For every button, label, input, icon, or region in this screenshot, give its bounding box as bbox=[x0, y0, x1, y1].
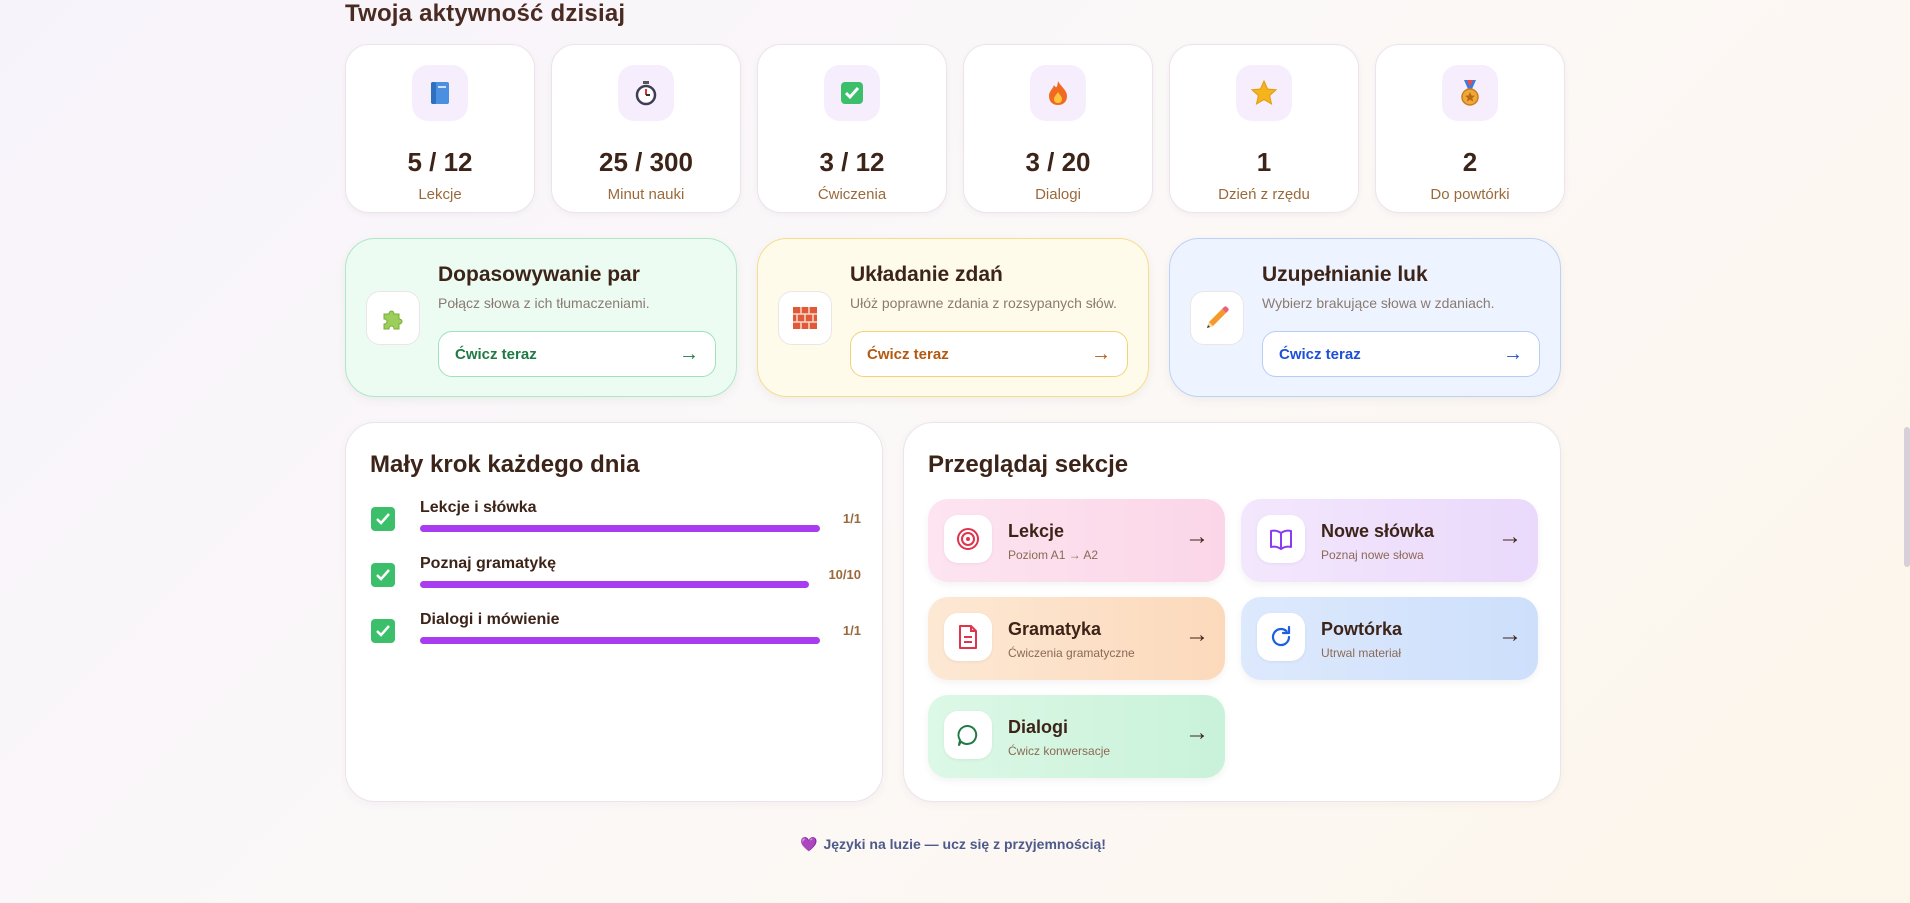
section-title: Lekcje bbox=[1008, 521, 1065, 541]
pencil-icon bbox=[1190, 291, 1244, 345]
checkbox-checked-icon bbox=[371, 507, 395, 531]
practice-now-button[interactable]: Ćwicz teraz → bbox=[1262, 331, 1540, 377]
exercise-description: Ułóż poprawne zdania z rozsypanych słów. bbox=[850, 295, 1117, 311]
stat-label: Minut nauki bbox=[607, 186, 685, 203]
exercise-card-gaps: Uzupełnianie luk Wybierz brakujące słowa… bbox=[1169, 238, 1561, 397]
goal-progress-bar bbox=[420, 637, 820, 644]
section-title: Powtórka bbox=[1321, 619, 1403, 639]
section-title: Dialogi bbox=[1008, 717, 1069, 737]
checkbox-checked-icon bbox=[371, 563, 395, 587]
bricks-icon bbox=[778, 291, 832, 345]
exercise-description: Połącz słowa z ich tłumaczeniami. bbox=[438, 295, 650, 311]
section-title: Nowe słówka bbox=[1321, 521, 1435, 541]
checkbox-checked-icon bbox=[371, 619, 395, 643]
section-subtitle: Ćwiczenia gramatyczne bbox=[1008, 646, 1135, 660]
exercise-cards: Dopasowywanie par Połącz słowa z ich tłu… bbox=[345, 238, 1561, 397]
goal-label: Lekcje i słówka bbox=[420, 499, 537, 516]
goal-label: Dialogi i mówienie bbox=[420, 611, 560, 628]
section-subtitle: Poziom A1 → A2 bbox=[1008, 548, 1099, 562]
footer: 💜 Języki na luzie — ucz się z przyjemnośc… bbox=[345, 836, 1561, 853]
section-card-grammar[interactable]: Gramatyka Ćwiczenia gramatyczne → bbox=[928, 597, 1225, 680]
stats-row: 5 / 12 Lekcje 25 / 300 Minut nauki 3 / 1… bbox=[345, 44, 1565, 213]
practice-now-button[interactable]: Ćwicz teraz → bbox=[438, 331, 716, 377]
section-card-lessons[interactable]: Lekcje Poziom A1 → A2 → bbox=[928, 499, 1225, 582]
exercise-title: Uzupełnianie luk bbox=[1262, 263, 1428, 286]
arrow-right-icon: → bbox=[1498, 621, 1522, 648]
heart-icon: 💜 bbox=[800, 836, 818, 852]
stat-value: 5 / 12 bbox=[407, 147, 473, 177]
goal-progress-fill bbox=[420, 637, 820, 644]
chat-bubble-icon bbox=[944, 711, 992, 759]
section-card-new-words[interactable]: Nowe słówka Poznaj nowe słowa → bbox=[1241, 499, 1538, 582]
goal-progress-bar bbox=[420, 581, 809, 588]
stat-label: Dialogi bbox=[1035, 186, 1081, 203]
section-card-dialogues[interactable]: Dialogi Ćwicz konwersacje → bbox=[928, 695, 1225, 778]
refresh-icon bbox=[1257, 613, 1305, 661]
stat-card-exercises: 3 / 12 Ćwiczenia bbox=[757, 44, 947, 213]
button-label: Ćwicz teraz bbox=[455, 345, 537, 363]
stopwatch-icon bbox=[618, 65, 674, 121]
exercise-title: Dopasowywanie par bbox=[438, 263, 640, 286]
stat-card-minutes: 25 / 300 Minut nauki bbox=[551, 44, 741, 213]
sections-title: Przeglądaj sekcje bbox=[928, 451, 1129, 478]
stat-label: Do powtórki bbox=[1430, 186, 1510, 203]
stat-label: Ćwiczenia bbox=[817, 186, 887, 203]
section-card-review[interactable]: Powtórka Utrwal materiał → bbox=[1241, 597, 1538, 680]
fire-icon bbox=[1030, 65, 1086, 121]
stat-card-streak: 1 Dzień z rzędu bbox=[1169, 44, 1359, 213]
stat-label: Dzień z rzędu bbox=[1218, 186, 1310, 203]
goal-item: Poznaj gramatykę 10/10 bbox=[371, 555, 861, 595]
exercise-card-sentences: Układanie zdań Ułóż poprawne zdania z ro… bbox=[757, 238, 1149, 397]
section-title: Gramatyka bbox=[1008, 619, 1102, 639]
stat-value: 3 / 12 bbox=[819, 147, 885, 177]
stat-card-review: 2 Do powtórki bbox=[1375, 44, 1565, 213]
scrollbar-thumb[interactable] bbox=[1904, 427, 1910, 567]
goal-count: 10/10 bbox=[828, 567, 861, 582]
open-book-icon bbox=[1257, 515, 1305, 563]
puzzle-icon bbox=[366, 291, 420, 345]
activity-title: Twoja aktywność dzisiaj bbox=[345, 0, 626, 27]
arrow-right-icon: → bbox=[1498, 523, 1522, 550]
goal-count: 1/1 bbox=[842, 511, 861, 526]
exercise-card-matching: Dopasowywanie par Połącz słowa z ich tłu… bbox=[345, 238, 737, 397]
medal-icon bbox=[1442, 65, 1498, 121]
arrow-right-icon: → bbox=[1185, 621, 1209, 648]
goal-progress-fill bbox=[420, 581, 809, 588]
section-subtitle: Poznaj nowe słowa bbox=[1321, 548, 1424, 562]
goal-label: Poznaj gramatykę bbox=[420, 555, 557, 572]
book-icon bbox=[412, 65, 468, 121]
goal-item: Lekcje i słówka 1/1 bbox=[371, 499, 861, 539]
stat-value: 2 bbox=[1462, 147, 1478, 177]
section-subtitle: Utrwal materiał bbox=[1321, 646, 1402, 660]
button-label: Ćwicz teraz bbox=[867, 345, 949, 363]
goal-count: 1/1 bbox=[842, 623, 861, 638]
exercise-title: Układanie zdań bbox=[850, 263, 1003, 286]
stat-card-dialogues: 3 / 20 Dialogi bbox=[963, 44, 1153, 213]
stat-value: 1 bbox=[1256, 147, 1272, 177]
arrow-right-icon: → bbox=[679, 342, 699, 365]
document-icon bbox=[944, 613, 992, 661]
goal-progress-bar bbox=[420, 525, 820, 532]
arrow-right-icon: → bbox=[1503, 342, 1523, 365]
daily-goals-panel: Mały krok każdego dnia Lekcje i słówka 1… bbox=[345, 422, 883, 802]
target-icon bbox=[944, 515, 992, 563]
stat-label: Lekcje bbox=[418, 186, 462, 203]
arrow-right-icon: → bbox=[1091, 342, 1111, 365]
sections-panel: Przeglądaj sekcje Lekcje Poziom A1 → A2 … bbox=[903, 422, 1561, 802]
stat-card-lessons: 5 / 12 Lekcje bbox=[345, 44, 535, 213]
section-subtitle: Ćwicz konwersacje bbox=[1008, 744, 1111, 758]
stat-value: 3 / 20 bbox=[1025, 147, 1091, 177]
goal-progress-fill bbox=[420, 525, 820, 532]
footer-text: Języki na luzie — ucz się z przyjemności… bbox=[823, 836, 1106, 852]
daily-goals-title: Mały krok każdego dnia bbox=[370, 451, 640, 478]
goal-item: Dialogi i mówienie 1/1 bbox=[371, 611, 861, 651]
arrow-right-icon: → bbox=[1185, 523, 1209, 550]
stat-value: 25 / 300 bbox=[599, 147, 693, 177]
exercise-description: Wybierz brakujące słowa w zdaniach. bbox=[1262, 295, 1495, 311]
arrow-right-icon: → bbox=[1185, 719, 1209, 746]
practice-now-button[interactable]: Ćwicz teraz → bbox=[850, 331, 1128, 377]
button-label: Ćwicz teraz bbox=[1279, 345, 1361, 363]
star-icon bbox=[1236, 65, 1292, 121]
checkmark-icon bbox=[824, 65, 880, 121]
